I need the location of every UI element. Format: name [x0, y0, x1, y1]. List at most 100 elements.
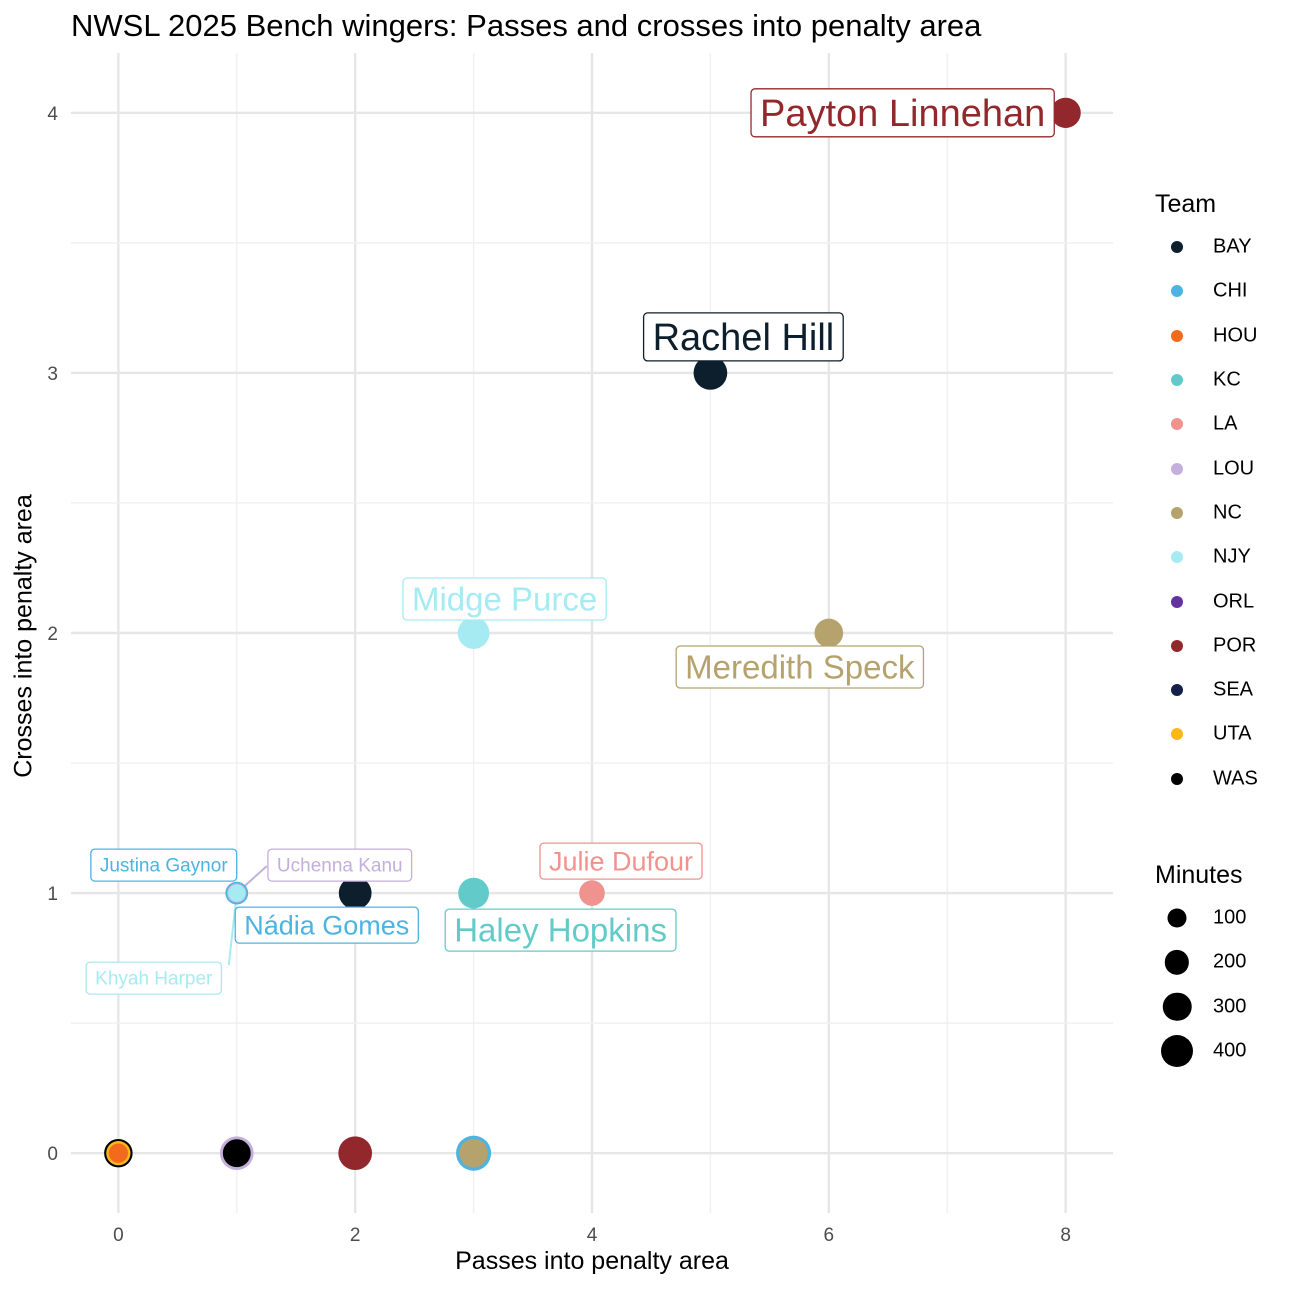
team-legend-swatch — [1171, 374, 1183, 387]
point-label-text: Uchenna Kanu — [277, 856, 403, 877]
team-legend-label: BAY — [1213, 235, 1252, 258]
point-label-box — [85, 961, 223, 995]
point-label: Midge Purce — [402, 577, 607, 621]
team-legend-label: CHI — [1213, 279, 1248, 302]
team-legend-swatch — [1171, 684, 1183, 697]
team-legend-swatch — [1171, 506, 1183, 519]
y-tick-label: 3 — [47, 364, 58, 385]
team-legend-label: NC — [1213, 501, 1242, 524]
point-label-box — [539, 842, 703, 880]
point-label-box — [750, 88, 1055, 138]
grid — [71, 53, 1113, 1213]
point-label-text: Justina Gaynor — [100, 856, 228, 877]
point-label-text: Nádia Gomes — [244, 911, 409, 941]
minutes-legend-swatch — [1161, 1035, 1193, 1068]
data-point — [814, 618, 844, 648]
data-point — [693, 356, 728, 390]
point-label-text: Haley Hopkins — [454, 912, 667, 949]
minutes-legend-swatch — [1164, 950, 1190, 975]
team-legend-item: WAS — [1155, 757, 1258, 801]
minutes-legend: Minutes 100 200 300 400 — [1155, 861, 1247, 1073]
team-legend-item: HOU — [1155, 314, 1257, 358]
minutes-legend-swatch — [1167, 908, 1187, 928]
data-point — [338, 876, 372, 910]
y-tick-label: 0 — [47, 1144, 58, 1165]
team-legend-label: LA — [1213, 412, 1238, 435]
point-label-text: Meredith Speck — [685, 649, 915, 686]
data-point — [338, 1136, 373, 1171]
chart-title: NWSL 2025 Bench wingers: Passes and cros… — [71, 8, 982, 43]
team-legend-label: WAS — [1213, 767, 1258, 790]
point-label-box — [234, 906, 419, 944]
team-legend-swatch — [1171, 551, 1183, 564]
y-tick-label: 4 — [47, 104, 58, 125]
point-label-box — [444, 908, 677, 952]
team-legend-swatch — [1171, 241, 1183, 254]
point-label: Nádia Gomes — [234, 906, 419, 944]
minutes-legend-label: 100 — [1213, 906, 1247, 929]
point-label-box — [267, 848, 413, 882]
y-axis-ticks: 0 1 2 3 4 — [47, 104, 58, 1165]
point-label-text: Rachel Hill — [653, 317, 835, 359]
point-label-text: Midge Purce — [412, 581, 597, 618]
point-label-box — [642, 312, 844, 362]
team-legend-items: BAY CHI HOU KC LA LOU NC NJY ORL POR SEA UTA WAS — [1155, 225, 1258, 801]
point-label: Rachel Hill — [642, 312, 844, 362]
data-point — [108, 1143, 129, 1163]
team-legend-item: BAY — [1155, 225, 1252, 269]
point-label: Justina Gaynor — [90, 848, 238, 882]
x-tick-label: 2 — [350, 1225, 361, 1246]
team-legend-label: ORL — [1213, 590, 1255, 613]
x-axis-title: Passes into penalty area — [455, 1247, 729, 1275]
point-label: Payton Linnehan — [750, 88, 1055, 138]
team-legend-swatch — [1171, 728, 1183, 741]
team-legend-label: UTA — [1213, 722, 1252, 745]
minutes-legend-item: 300 — [1155, 985, 1247, 1029]
point-label: Meredith Speck — [675, 645, 925, 689]
point-label: Uchenna Kanu — [267, 848, 413, 882]
team-legend-label: KC — [1213, 368, 1241, 391]
minutes-legend-title: Minutes — [1155, 861, 1243, 889]
team-legend-label: POR — [1213, 634, 1257, 657]
point-label-box — [90, 848, 238, 882]
data-point — [458, 877, 489, 909]
data-point — [222, 1139, 251, 1168]
minutes-legend-label: 400 — [1213, 1039, 1247, 1062]
x-tick-label: 6 — [824, 1225, 835, 1246]
data-point — [459, 1138, 488, 1168]
point-label: Haley Hopkins — [444, 908, 677, 952]
team-legend-swatch — [1171, 285, 1183, 298]
point-label-box — [402, 577, 607, 621]
team-legend-label: LOU — [1213, 457, 1255, 480]
data-point — [1050, 97, 1081, 128]
y-tick-label: 2 — [47, 624, 58, 645]
point-label-text: Khyah Harper — [95, 969, 213, 990]
team-legend-item: UTA — [1155, 712, 1252, 756]
minutes-legend-label: 300 — [1213, 995, 1247, 1018]
data-points — [104, 97, 1081, 1171]
minutes-legend-swatch — [1162, 992, 1192, 1021]
team-legend-item: POR — [1155, 624, 1256, 668]
x-tick-label: 8 — [1060, 1225, 1071, 1246]
point-label-text: Julie Dufour — [549, 847, 693, 877]
team-legend-label: NJY — [1213, 545, 1251, 568]
y-axis-title: Crosses into penalty area — [9, 494, 38, 778]
team-legend-item: KC — [1155, 358, 1241, 402]
minutes-legend-items: 100 200 300 400 — [1155, 896, 1247, 1073]
team-legend-item: CHI — [1155, 269, 1247, 313]
label-leader-line — [227, 892, 238, 966]
minutes-legend-item: 200 — [1155, 940, 1246, 984]
x-tick-label: 0 — [113, 1225, 124, 1246]
team-legend-swatch — [1171, 639, 1183, 652]
point-label-text: Payton Linnehan — [760, 93, 1045, 135]
minutes-legend-item: 100 — [1155, 896, 1247, 940]
team-legend-item: ORL — [1155, 579, 1254, 623]
team-legend-swatch — [1171, 462, 1183, 475]
team-legend-swatch — [1171, 329, 1183, 342]
team-legend-label: HOU — [1213, 324, 1258, 347]
team-legend-item: SEA — [1155, 668, 1253, 712]
team-legend-swatch — [1171, 772, 1183, 785]
team-legend: Team BAY CHI HOU KC LA LOU NC NJY ORL POR SEA UTA WA… — [1155, 190, 1258, 801]
data-point — [457, 617, 490, 649]
point-labels: Payton Linnehan Rachel Hill Midge Purce Mer… — [85, 88, 1055, 995]
